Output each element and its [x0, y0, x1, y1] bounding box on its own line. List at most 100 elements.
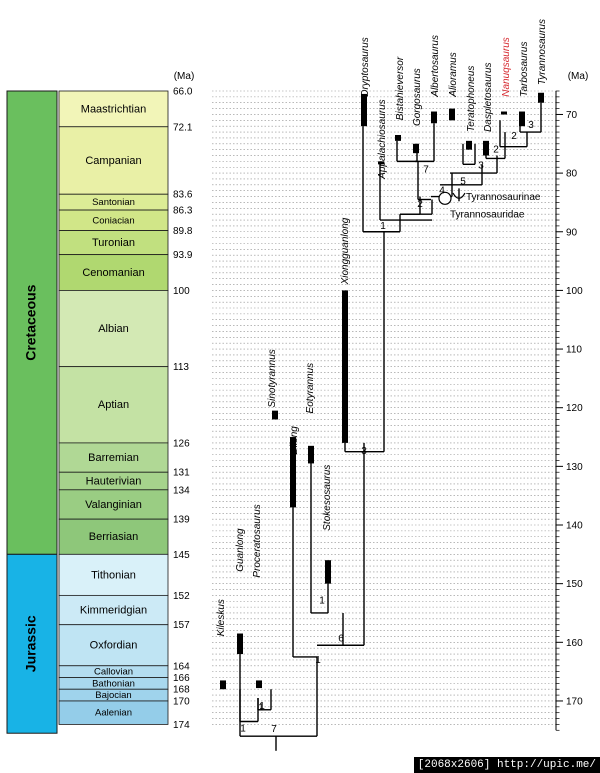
range-bar-daspletosaurus	[483, 140, 489, 156]
stage-label-bajocian: Bajocian	[95, 690, 131, 701]
range-bar-tyrannosaurus	[538, 92, 544, 103]
boundary-age-label: 157	[173, 620, 190, 631]
taxon-label-kileskus: Kileskus	[216, 599, 227, 636]
stage-label-hauterivian: Hauterivian	[86, 475, 142, 487]
right-axis-tick-label: 160	[566, 638, 583, 649]
taxon-label-sinotyrannus: Sinotyrannus	[267, 349, 278, 407]
taxon-label-dilong: Dilong	[289, 426, 300, 455]
stage-block-valanginian	[58, 489, 169, 520]
boundary-age-label: 86.3	[173, 206, 193, 217]
taxon-label-proceratosaurus: Proceratosaurus	[252, 504, 263, 577]
range-bar-guanlong	[237, 633, 243, 655]
taxon-label-albertosaurus: Albertosaurus	[430, 35, 441, 98]
node-label: 1	[259, 701, 265, 712]
range-bar-teratophoneus	[466, 140, 472, 150]
stage-block-aptian	[58, 366, 169, 444]
range-bar-appalachiosaurus	[378, 161, 384, 165]
node-label: 1	[258, 702, 264, 713]
boundary-age-label: 168	[173, 685, 190, 696]
boundary-age-label: 66.0	[173, 87, 193, 98]
right-units-label: (Ma)	[568, 71, 589, 82]
taxon-label-bistahieversor: Bistahieversor	[395, 56, 406, 120]
boundary-age-label: 139	[173, 515, 190, 526]
boundary-age-label: 72.1	[173, 122, 193, 133]
range-bar-proceratosaurus	[256, 680, 262, 689]
stage-label-albian: Albian	[98, 323, 129, 335]
taxon-label-tarbosaurus: Tarbosaurus	[519, 41, 530, 96]
right-axis-tick-label: 100	[566, 286, 583, 297]
boundary-age-label: 131	[173, 468, 190, 479]
node-label: 7	[271, 724, 277, 735]
node-label: 6	[338, 634, 344, 645]
right-axis-tick-label: 130	[566, 462, 583, 473]
tyrannosauridae-node-circle	[438, 191, 452, 205]
watermark: [2068x2606] http://upic.me/	[413, 757, 600, 773]
boundary-age-label: 152	[173, 591, 190, 602]
boundary-age-label: 166	[173, 673, 190, 684]
right-axis-tick-label: 150	[566, 579, 583, 590]
stage-label-cenomanian: Cenomanian	[82, 267, 144, 279]
era-block-jurassic	[6, 553, 58, 734]
era-label-jurassic: Jurassic	[23, 615, 39, 672]
range-bar-kileskus	[220, 680, 226, 690]
stage-block-maastrichtian	[58, 90, 169, 128]
node-label: 2	[417, 199, 423, 210]
taxon-label-guanlong: Guanlong	[235, 528, 246, 572]
boundary-age-labels: 66.0 72.1 83.6 86.3 89.8 93.9 100 113 126 131 134 1…	[173, 87, 193, 731]
taxon-label-eotyrannus: Eotyrannus	[305, 363, 316, 414]
stage-label-callovian: Callovian	[94, 667, 133, 678]
right-axis-tick-label: 90	[566, 227, 578, 238]
stage-block-tithonian	[58, 553, 169, 596]
taxon-label-teratophoneus: Teratophoneus	[466, 66, 477, 132]
taxon-labels: Kileskus Guanlong Proceratosaurus Sinotyran…	[216, 19, 548, 636]
stage-label-bathonian: Bathonian	[92, 678, 135, 689]
right-axis-tick-label: 120	[566, 403, 583, 414]
left-units-label: (Ma)	[174, 71, 195, 82]
boundary-age-label: 126	[173, 438, 190, 449]
stage-label-aptian: Aptian	[98, 399, 129, 411]
right-axis-tick-label: 140	[566, 521, 583, 532]
range-bar-dryptosaurus	[361, 93, 367, 127]
clade-labels: Tyrannosaurinae Tyrannosauridae	[450, 192, 541, 221]
range-bar-xiongguanlong	[342, 290, 348, 443]
clade-label-tyrannosauridae: Tyrannosauridae	[450, 210, 525, 221]
boundary-age-label: 164	[173, 661, 190, 672]
stage-column: Maastrichtian Campanian Santonian Coniacian…	[58, 90, 169, 725]
node-label: 1	[240, 723, 246, 734]
tyrannosaurinae-stem-marker	[452, 192, 466, 199]
stage-block-campanian	[58, 126, 169, 195]
stage-label-barremian: Barremian	[88, 452, 139, 464]
right-axis-tick-label: 170	[566, 696, 583, 707]
right-axis-tick-label: 110	[566, 345, 582, 356]
node-label: 1	[319, 596, 325, 607]
node-label: 1	[315, 655, 321, 666]
stage-label-valanginian: Valanginian	[85, 499, 142, 511]
range-bar-dilong	[290, 437, 296, 508]
node-label: 2	[493, 145, 499, 156]
right-axis-tick-label: 70	[566, 110, 578, 121]
stage-label-coniacian: Coniacian	[92, 215, 134, 226]
stage-block-aalenian	[58, 700, 169, 725]
taxon-label-xiongguanlong: Xiongguanlong	[340, 217, 351, 285]
stage-label-berriasian: Berriasian	[89, 531, 139, 543]
boundary-age-label: 170	[173, 696, 190, 707]
range-bar-stokesosaurus	[325, 560, 331, 584]
stage-label-turonian: Turonian	[92, 237, 135, 249]
boundary-age-label: 93.9	[173, 250, 193, 261]
node-label: 1	[380, 221, 386, 232]
taxon-range-bars	[220, 92, 544, 690]
node-label: 2	[511, 131, 517, 142]
range-bar-bistahieversor	[395, 134, 401, 141]
taxon-label-dryptosaurus: Dryptosaurus	[360, 37, 371, 96]
node-label: 4	[439, 186, 445, 197]
taxon-label-tyrannosaurus: Tyrannosaurus	[537, 19, 548, 85]
node-label: 3	[528, 120, 534, 131]
stage-label-aalenian: Aalenian	[95, 708, 132, 719]
range-bar-gorgosaurus	[413, 143, 419, 154]
boundary-age-label: 174	[173, 720, 190, 731]
node-label: 7	[423, 165, 429, 176]
era-label-cretaceous: Cretaceous	[23, 284, 39, 360]
node-label: 3	[361, 446, 367, 457]
